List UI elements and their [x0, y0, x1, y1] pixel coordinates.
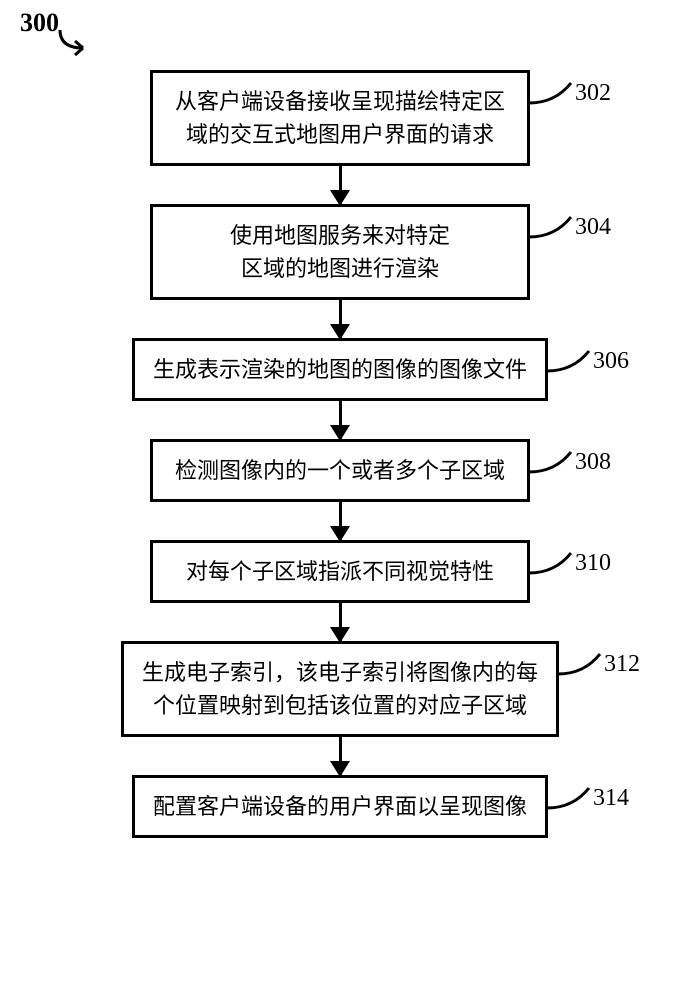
flow-step-box: 从客户端设备接收呈现描绘特定区域的交互式地图用户界面的请求302	[150, 70, 530, 166]
flow-step-box: 配置客户端设备的用户界面以呈现图像314	[132, 775, 548, 838]
step-number-text: 314	[593, 780, 629, 816]
flow-step-box: 生成电子索引，该电子索引将图像内的每个位置映射到包括该位置的对应子区域312	[121, 641, 559, 737]
flow-step: 对每个子区域指派不同视觉特性310	[150, 540, 530, 603]
step-label-group: 306	[545, 345, 635, 375]
flow-step-line: 个位置映射到包括该位置的对应子区域	[142, 689, 538, 722]
step-label-group: 312	[556, 648, 646, 678]
flow-arrow-down	[339, 737, 342, 775]
flow-step-box: 生成表示渲染的地图的图像的图像文件306	[132, 338, 548, 401]
flow-step-box: 检测图像内的一个或者多个子区域308	[150, 439, 530, 502]
flow-arrow-down	[339, 300, 342, 338]
step-label-group: 310	[527, 547, 617, 577]
flow-step: 生成电子索引，该电子索引将图像内的每个位置映射到包括该位置的对应子区域312	[121, 641, 559, 737]
flow-step: 配置客户端设备的用户界面以呈现图像314	[132, 775, 548, 838]
step-number-text: 308	[575, 444, 611, 480]
step-number-text: 302	[575, 75, 611, 111]
flow-step-line: 生成电子索引，该电子索引将图像内的每	[142, 656, 538, 689]
figure-number-label: 300	[20, 8, 59, 38]
flow-step-line: 使用地图服务来对特定	[171, 219, 509, 252]
step-number-text: 306	[593, 343, 629, 379]
step-label-group: 302	[527, 77, 617, 107]
flow-step-box: 使用地图服务来对特定区域的地图进行渲染304	[150, 204, 530, 300]
figure-hook-arrow	[55, 28, 95, 58]
flow-step: 从客户端设备接收呈现描绘特定区域的交互式地图用户界面的请求302	[150, 70, 530, 166]
step-label-group: 304	[527, 211, 617, 241]
flow-step-line: 区域的地图进行渲染	[171, 252, 509, 285]
flow-arrow-down	[339, 166, 342, 204]
flow-step: 检测图像内的一个或者多个子区域308	[150, 439, 530, 502]
flow-step-box: 对每个子区域指派不同视觉特性310	[150, 540, 530, 603]
flow-step-line: 生成表示渲染的地图的图像的图像文件	[153, 353, 527, 386]
flow-step: 使用地图服务来对特定区域的地图进行渲染304	[150, 204, 530, 300]
flow-arrow-down	[339, 502, 342, 540]
step-label-group: 314	[545, 782, 635, 812]
flow-step-line: 配置客户端设备的用户界面以呈现图像	[153, 790, 527, 823]
flow-step: 生成表示渲染的地图的图像的图像文件306	[132, 338, 548, 401]
flow-step-line: 域的交互式地图用户界面的请求	[171, 118, 509, 151]
flowchart-container: 从客户端设备接收呈现描绘特定区域的交互式地图用户界面的请求302 使用地图服务来对…	[80, 70, 600, 838]
flow-arrow-down	[339, 401, 342, 439]
step-number-text: 312	[604, 646, 640, 682]
step-number-text: 304	[575, 209, 611, 245]
flow-step-line: 从客户端设备接收呈现描绘特定区	[171, 85, 509, 118]
flow-step-line: 检测图像内的一个或者多个子区域	[171, 454, 509, 487]
step-label-group: 308	[527, 446, 617, 476]
step-number-text: 310	[575, 545, 611, 581]
flow-step-line: 对每个子区域指派不同视觉特性	[171, 555, 509, 588]
flow-arrow-down	[339, 603, 342, 641]
